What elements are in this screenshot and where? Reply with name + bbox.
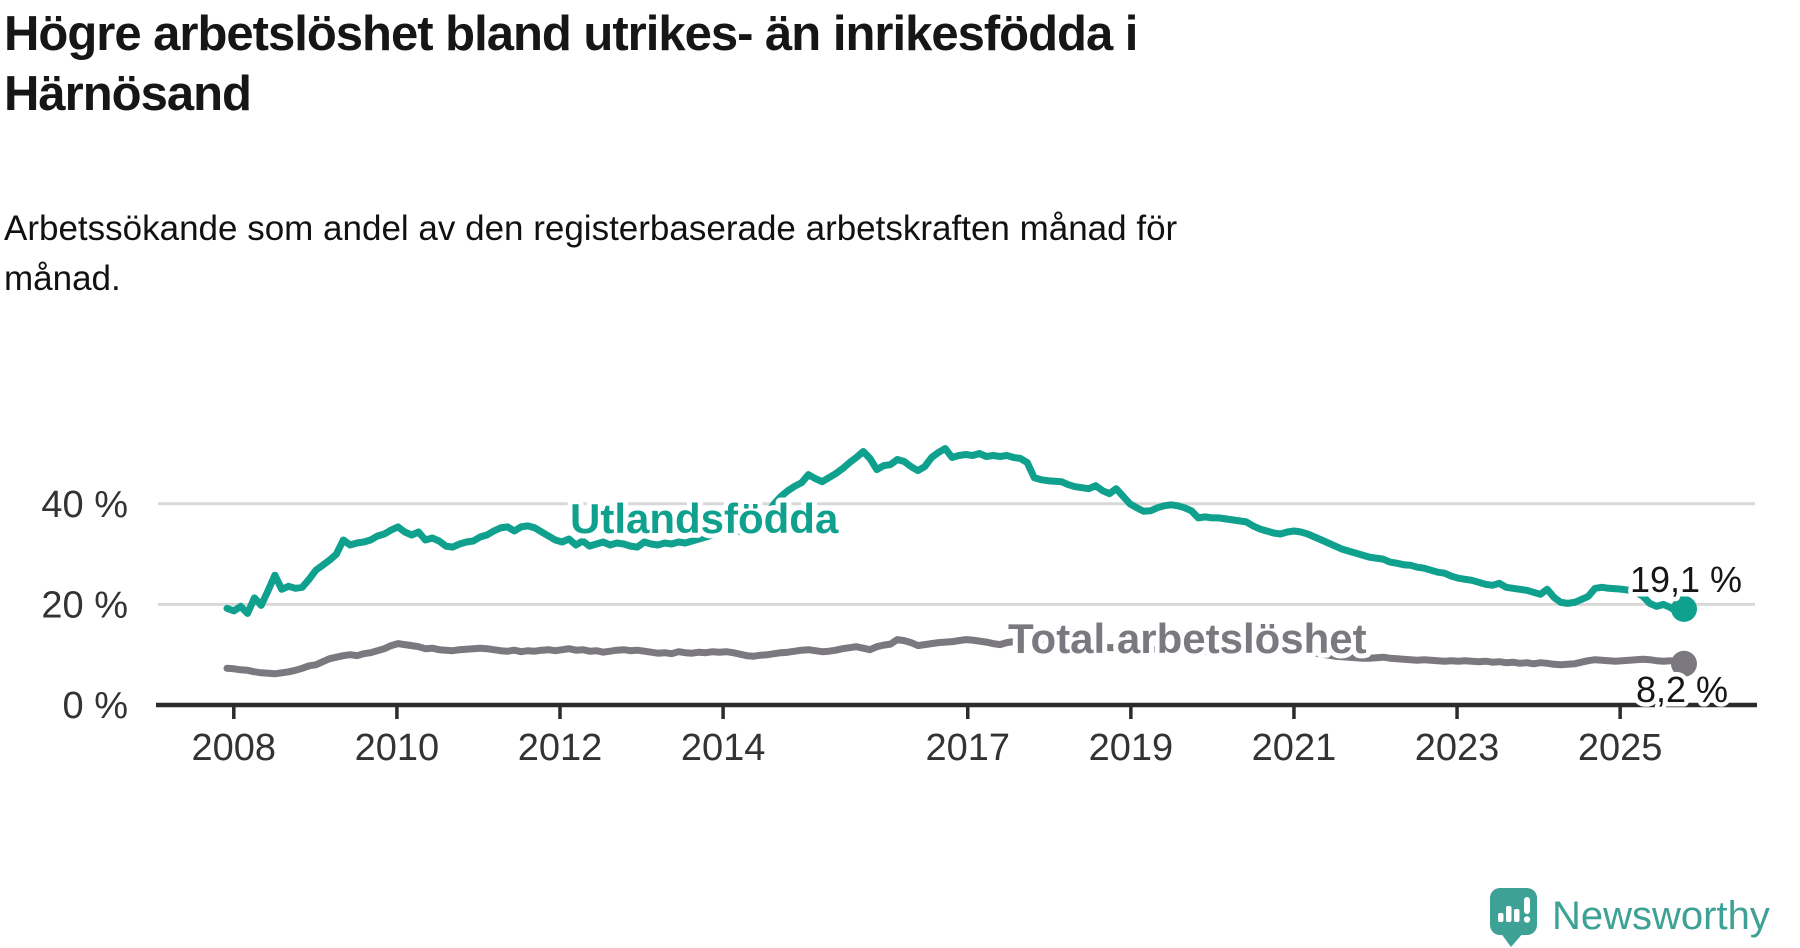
chart-bars-icon bbox=[1498, 897, 1531, 923]
y-tick-label-40: 40 % bbox=[41, 484, 128, 526]
utlandsfodda-series-label: Utlandsfödda bbox=[570, 495, 839, 542]
x-tick-label-2019: 2019 bbox=[1089, 727, 1174, 769]
page-title-line2: Härnösand bbox=[4, 67, 252, 121]
x-tick-label-2012: 2012 bbox=[518, 727, 603, 769]
series-inline-labels: Utlandsfödda Total arbetslöshet bbox=[565, 490, 1372, 667]
y-tick-label-20: 20 % bbox=[41, 584, 128, 626]
end-dot-total bbox=[1671, 650, 1697, 677]
chart-subtitle: Arbetssökande som andel av den registerb… bbox=[4, 204, 1484, 304]
x-tick-label-2010: 2010 bbox=[355, 727, 440, 769]
x-axis-labels: 2008 2010 2012 2014 2017 2019 2021 2023 2025 bbox=[192, 727, 1663, 769]
page-title: Högre arbetslöshet bland utrikes- än inr… bbox=[4, 4, 1564, 124]
x-tick-label-2008: 2008 bbox=[192, 727, 277, 769]
series-lines bbox=[223, 445, 1688, 678]
newsworthy-wordmark: Newsworthy bbox=[1552, 894, 1770, 938]
end-value-label-total: 8,2 % bbox=[1636, 669, 1728, 710]
y-axis-labels: 0 % 20 % 40 % bbox=[41, 484, 128, 727]
end-dot-utlandsfodda bbox=[1671, 595, 1697, 622]
y-tick-label-0: 0 % bbox=[63, 685, 128, 727]
chart-subtitle-line2: månad. bbox=[4, 259, 121, 298]
total-series-label: Total arbetslöshet bbox=[1008, 615, 1367, 662]
series-line-total bbox=[223, 636, 1688, 678]
x-tick-label-2014: 2014 bbox=[681, 727, 766, 769]
chart-subtitle-line1: Arbetssökande som andel av den registerb… bbox=[4, 209, 1178, 248]
end-value-label-utlandsfodda: 19,1 % bbox=[1630, 559, 1742, 600]
x-tick-label-2023: 2023 bbox=[1415, 727, 1500, 769]
newsworthy-logo: Newsworthy bbox=[1490, 888, 1770, 947]
x-tick-label-2025: 2025 bbox=[1578, 727, 1663, 769]
x-axis bbox=[156, 702, 1757, 719]
x-tick-label-2021: 2021 bbox=[1252, 727, 1337, 769]
page-title-line1: Högre arbetslöshet bland utrikes- än inr… bbox=[4, 7, 1138, 61]
series-line-utlandsfodda bbox=[223, 445, 1688, 617]
logo-bubble-tail bbox=[1500, 932, 1524, 947]
series-end-markers: 19,1 % 8,2 % bbox=[1625, 554, 1746, 714]
x-tick-label-2017: 2017 bbox=[925, 727, 1010, 769]
gridlines bbox=[158, 502, 1755, 606]
